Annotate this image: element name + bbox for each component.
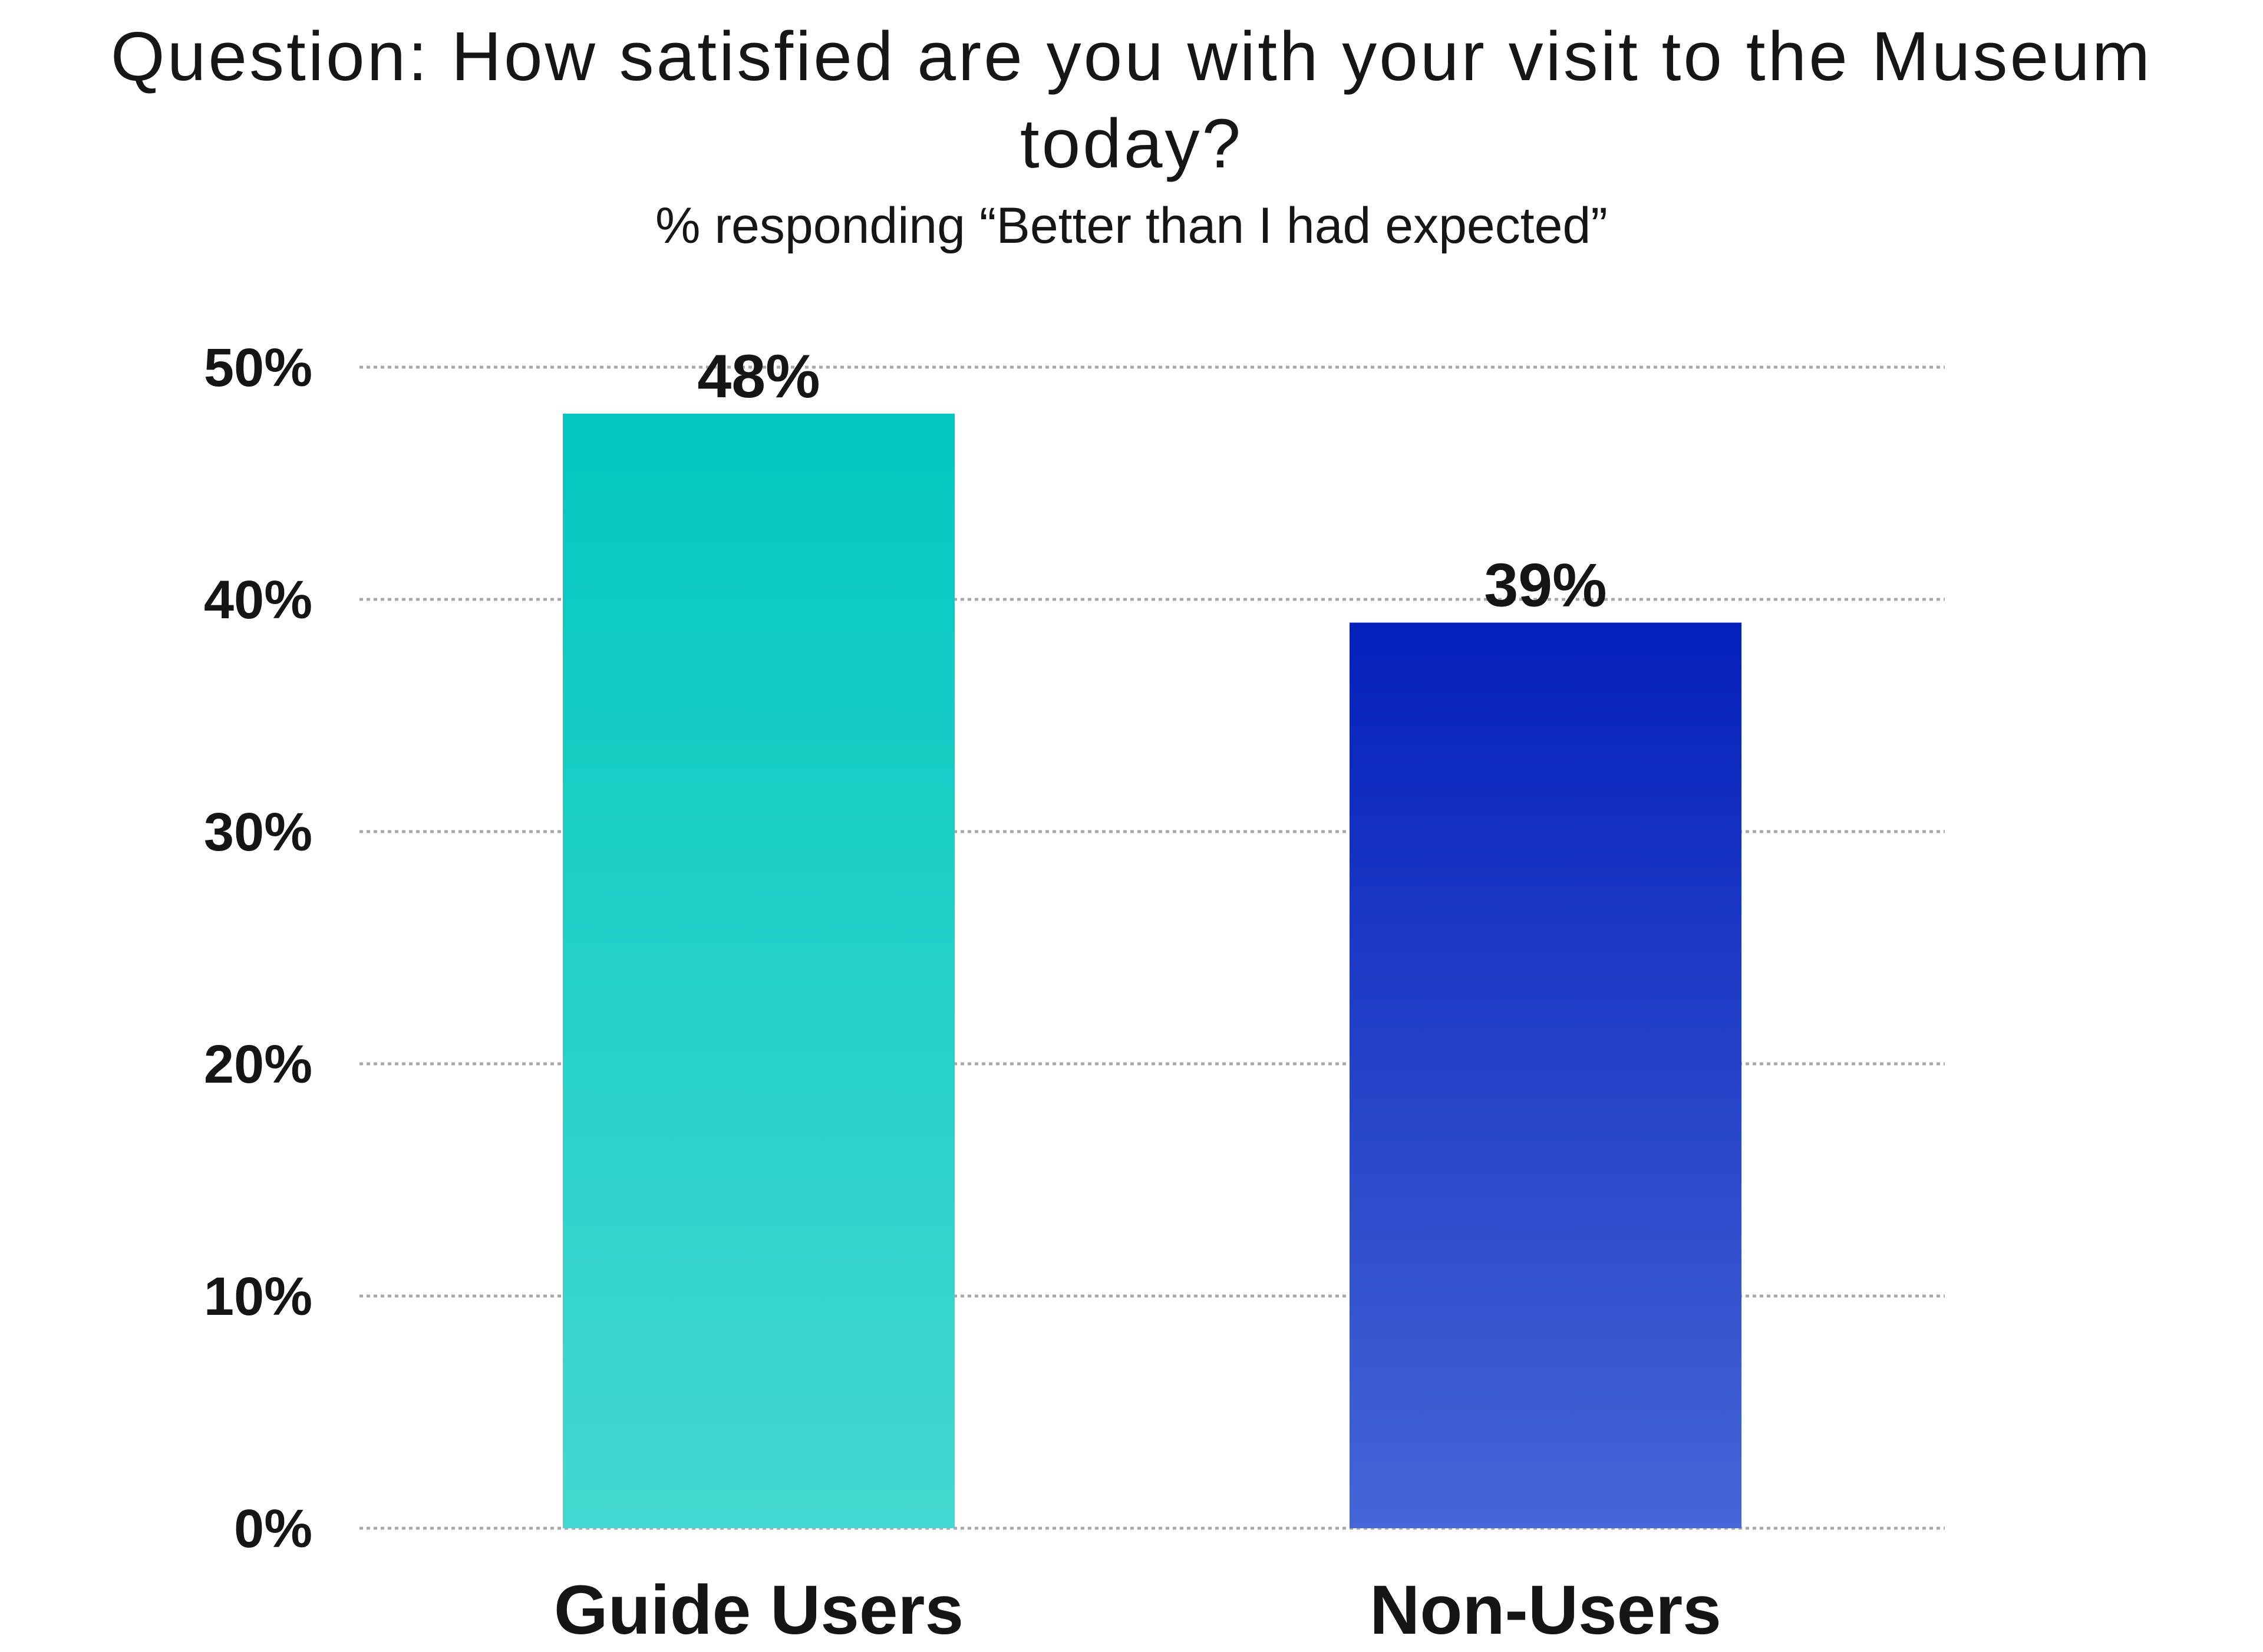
y-axis-ticks: 0% 10% 20% 30% 40% 50%: [204, 338, 312, 1559]
x-axis-categories: Guide Users Non-Users: [554, 1571, 1721, 1649]
y-tick-label: 50%: [204, 338, 312, 398]
chart-title: Question: How satisfied are you with you…: [110, 18, 2153, 183]
chart-subtitle: % responding “Better than I had expected…: [655, 197, 1608, 254]
x-category-label: Guide Users: [554, 1571, 964, 1649]
y-tick-label: 10%: [204, 1267, 312, 1327]
y-tick-label: 20%: [204, 1034, 312, 1094]
bar-guide-users: [563, 413, 955, 1528]
y-tick-label: 40%: [204, 570, 312, 630]
y-tick-label: 30%: [204, 802, 312, 862]
bar-non-users: [1350, 622, 1741, 1528]
data-labels: 48% 39%: [697, 342, 1606, 620]
data-label: 39%: [1484, 551, 1606, 619]
data-label: 48%: [697, 342, 820, 411]
bars: [563, 413, 1741, 1528]
x-category-label: Non-Users: [1370, 1571, 1721, 1649]
y-tick-label: 0%: [234, 1499, 312, 1559]
